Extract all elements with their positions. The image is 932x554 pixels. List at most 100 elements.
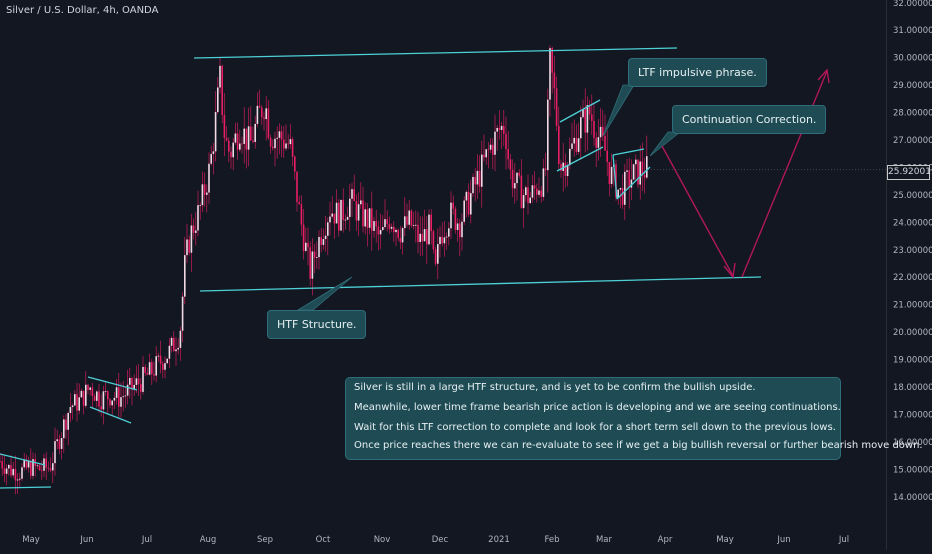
upper-channel-line [193, 47, 678, 59]
candle-body [153, 374, 155, 376]
candle-body [302, 224, 305, 251]
candle-body [481, 154, 483, 187]
candle-body [137, 378, 140, 385]
candle-body [606, 150, 608, 162]
candle-body [496, 127, 498, 132]
candle-body [96, 391, 98, 401]
candle-body [188, 239, 190, 253]
candle-body [221, 65, 223, 116]
candle-body [241, 143, 243, 145]
candle-body [450, 202, 452, 229]
candle-body [60, 438, 63, 449]
candle-body [562, 162, 564, 171]
candle-body [285, 143, 287, 149]
candle-body [553, 72, 556, 89]
candle-body [146, 372, 149, 375]
candle-body [542, 168, 545, 197]
y-tick-label: 30.00000 [893, 54, 932, 64]
projection-up-arrowhead [817, 68, 830, 84]
candle-body [243, 128, 245, 144]
candle-body [239, 143, 241, 150]
candle-body [98, 391, 100, 407]
candle-body [564, 162, 567, 177]
candle-body [338, 202, 340, 231]
candle-body [298, 202, 300, 205]
candle-body [85, 384, 87, 406]
candle-body [168, 345, 171, 359]
candle-body [192, 225, 195, 233]
candle-body [230, 151, 232, 158]
candle-body [463, 200, 465, 222]
x-tick-label: Mar [596, 535, 613, 545]
candle-body [432, 231, 435, 250]
candle-body [632, 164, 635, 180]
candle-body [104, 391, 107, 393]
candle-body [382, 227, 384, 231]
candle-body [342, 199, 344, 220]
analysis-line-1: Silver is still in a large HTF structure… [354, 382, 756, 393]
candle-body [263, 117, 265, 120]
analysis-line-4: Once price reaches there we can re-evalu… [354, 440, 923, 451]
candle-body [195, 230, 197, 233]
candle-body [316, 257, 318, 258]
candle-body [514, 183, 516, 189]
candle-body [390, 226, 393, 229]
x-tick-label: Apr [658, 535, 673, 545]
candle-body [351, 189, 353, 199]
candle-body [258, 105, 261, 108]
projection-up-arrow [741, 70, 828, 278]
candle-body [199, 205, 201, 206]
candle-body [14, 468, 17, 481]
y-tick-label: 16.00000 [893, 438, 932, 448]
candle-body [329, 216, 331, 223]
candle-body [489, 144, 492, 150]
candle-body [109, 399, 111, 406]
candle-body [181, 296, 184, 331]
candle-body [569, 148, 571, 166]
candle-body [309, 247, 311, 279]
x-tick-label: Feb [544, 535, 559, 545]
candle-body [0, 461, 1, 462]
x-tick-label: Jun [776, 535, 790, 545]
x-tick-label: Jul [838, 535, 849, 545]
candle-body [30, 461, 32, 476]
x-tick-label: Sep [257, 535, 273, 545]
y-tick-label: 29.00000 [893, 81, 932, 91]
continuation-correction-note: Continuation Correction. [672, 105, 827, 134]
candle-body [74, 394, 76, 406]
candle-body [478, 170, 481, 187]
candle-body [536, 188, 538, 195]
candle-body [511, 169, 514, 189]
candle-body [320, 236, 322, 245]
candle-body [93, 396, 96, 401]
candle-body [586, 105, 589, 133]
candle-body [518, 172, 520, 176]
candle-body [305, 242, 307, 251]
candle-body [274, 138, 276, 149]
y-tick-label: 24.00000 [893, 218, 932, 228]
candle-body [155, 356, 157, 376]
candle-body [353, 189, 355, 202]
candle-body [89, 387, 91, 390]
candle-body [223, 115, 226, 138]
candle-body [225, 137, 228, 141]
candle-body [419, 233, 421, 243]
y-tick-label: 22.00000 [893, 273, 932, 283]
candle-body [27, 461, 30, 468]
candle-body [113, 397, 116, 401]
candle-body [373, 221, 375, 231]
y-tick-label: 17.00000 [893, 410, 932, 420]
candle-body [525, 187, 527, 196]
candle-body [324, 235, 327, 240]
candle-body [170, 337, 173, 346]
candle-body [566, 165, 569, 177]
candle-body [610, 166, 613, 184]
candle-body [166, 358, 168, 364]
may-channel-lower [0, 486, 52, 489]
candle-body [386, 219, 388, 224]
candle-body [498, 127, 501, 130]
candle-body [122, 396, 124, 398]
candle-body [236, 133, 239, 150]
candle-body [364, 209, 366, 227]
